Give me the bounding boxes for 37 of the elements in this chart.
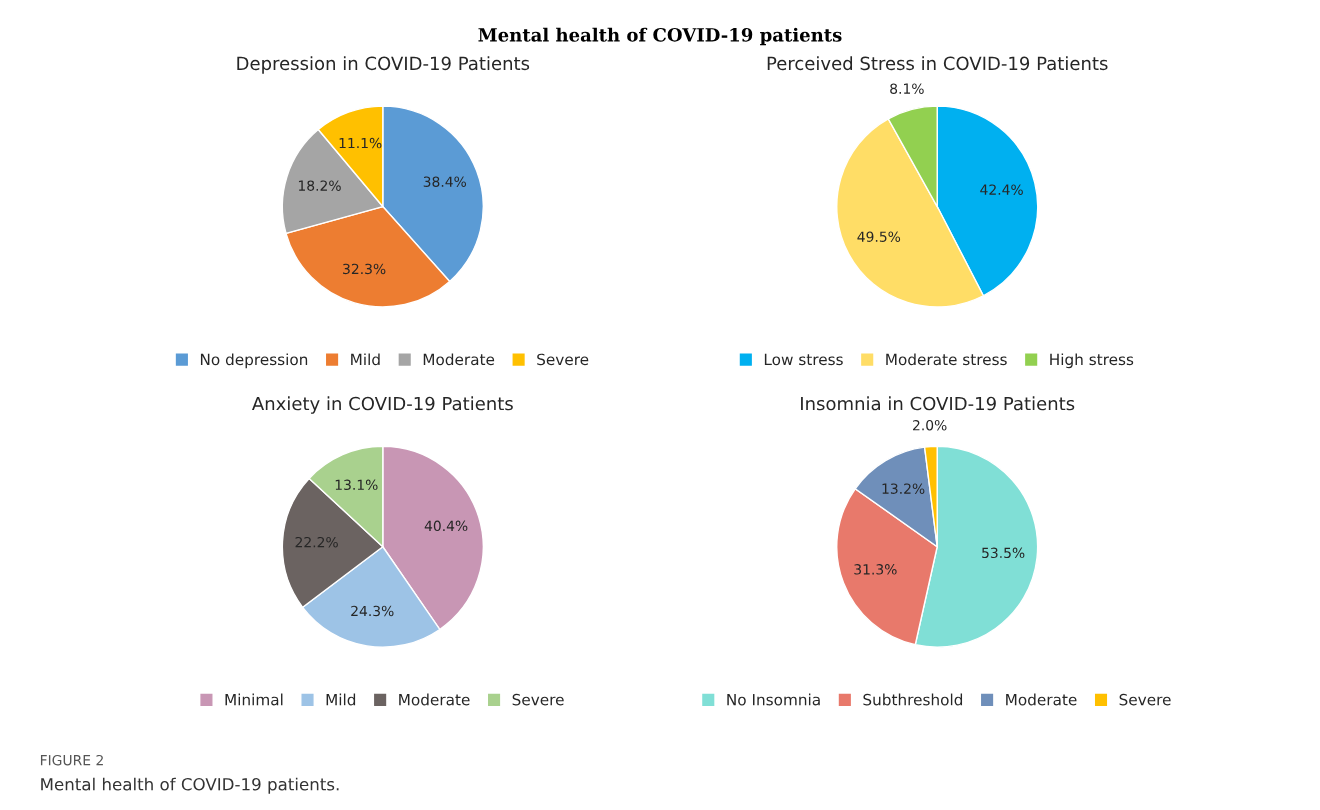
legend-label: Moderate <box>1006 693 1077 706</box>
data-label: 18.2% <box>298 180 341 191</box>
data-label: 13.2% <box>882 483 925 494</box>
data-label: 40.4% <box>424 520 468 532</box>
legend-label: Severe <box>512 693 564 706</box>
chart-title: Depression in COVID-19 Patients <box>237 56 530 74</box>
data-label: 13.1% <box>335 479 378 491</box>
legend-label: Low stress <box>764 353 843 366</box>
chart-title: Insomnia in COVID-19 Patients <box>801 396 1075 411</box>
data-label: 53.5% <box>982 547 1025 559</box>
data-label: 38.4% <box>423 176 467 187</box>
chart-title: Perceived Stress in COVID-19 Patients <box>767 56 1108 71</box>
chart-title: Anxiety in COVID-19 Patients <box>252 396 513 414</box>
data-label: 2.0% <box>913 419 947 431</box>
data-label: 31.3% <box>854 564 897 575</box>
text: Mental health of COVID-19 patients. <box>41 777 339 794</box>
legend-label: Mild <box>351 353 380 366</box>
legend-label: Moderate <box>399 693 470 706</box>
legend-label: No depression <box>200 353 308 369</box>
legend-label: No Insomnia <box>727 693 820 706</box>
data-label: 42.4% <box>980 184 1023 195</box>
data-label: 32.3% <box>343 263 386 275</box>
legend-label: Subthreshold <box>863 693 963 706</box>
legend-label: Moderate <box>423 353 495 366</box>
data-label: 8.1% <box>890 83 924 94</box>
legend-label: Moderate stress <box>886 353 1007 366</box>
legend-label: Severe <box>537 353 589 366</box>
data-label: 49.5% <box>857 231 901 242</box>
legend-label: Mild <box>326 693 356 706</box>
data-label: 22.2% <box>295 536 338 548</box>
data-label: 11.1% <box>339 137 382 149</box>
legend-label: Severe <box>1119 693 1171 706</box>
caption: FIGURE 2 <box>40 754 103 766</box>
text: Mental health of COVID-19 patients <box>478 27 842 46</box>
legend-label: Minimal <box>225 693 283 706</box>
legend-label: High stress <box>1050 353 1134 369</box>
data-label: 24.3% <box>351 605 394 617</box>
